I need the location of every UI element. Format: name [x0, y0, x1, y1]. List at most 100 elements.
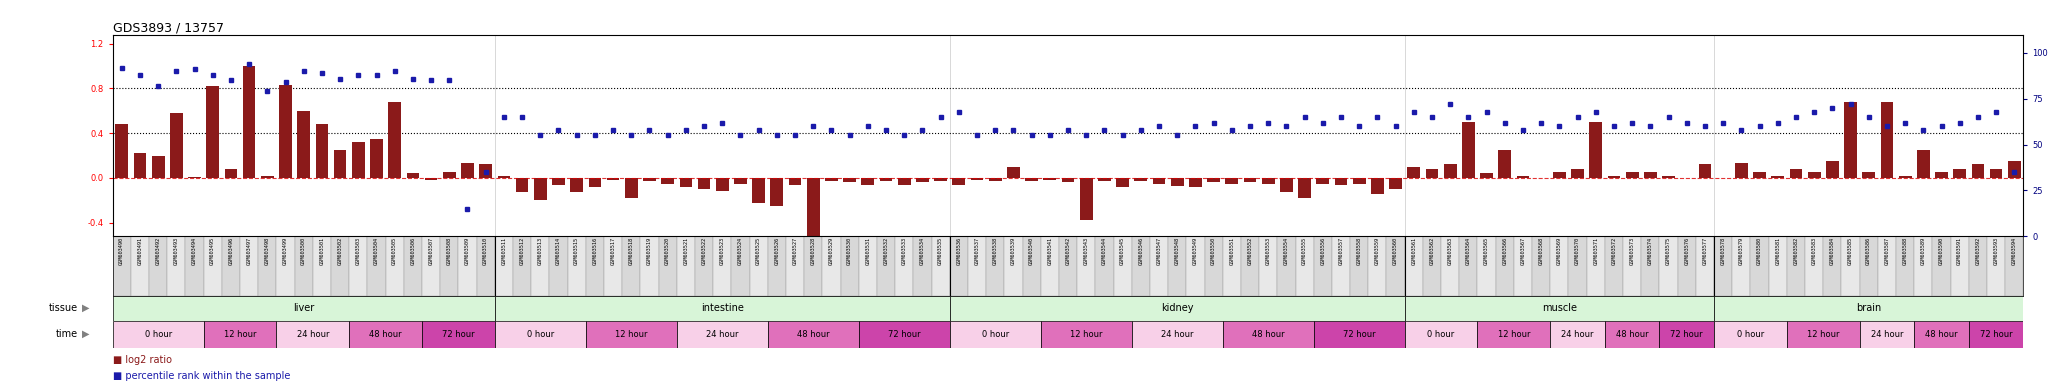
- Text: 72 hour: 72 hour: [1343, 329, 1376, 339]
- Bar: [641, 236, 659, 296]
- Text: ▶: ▶: [82, 303, 90, 313]
- Text: GSM603523: GSM603523: [719, 237, 725, 265]
- Text: GSM603543: GSM603543: [1083, 237, 1090, 265]
- Bar: [350, 321, 422, 348]
- Bar: [1059, 236, 1077, 296]
- Bar: [969, 236, 987, 296]
- Text: GSM603526: GSM603526: [774, 237, 780, 265]
- Bar: [1935, 172, 1948, 178]
- Text: GSM603561: GSM603561: [1411, 237, 1417, 265]
- Text: GSM603517: GSM603517: [610, 237, 616, 265]
- Bar: [586, 236, 604, 296]
- Bar: [352, 142, 365, 178]
- Bar: [1915, 236, 1933, 296]
- Text: GSM603508: GSM603508: [446, 237, 453, 265]
- Bar: [350, 236, 367, 296]
- Bar: [188, 177, 201, 178]
- Text: GSM603539: GSM603539: [1012, 237, 1016, 265]
- Bar: [862, 178, 874, 185]
- Text: GSM603491: GSM603491: [137, 237, 143, 265]
- Bar: [1350, 236, 1368, 296]
- Bar: [1626, 172, 1638, 178]
- Bar: [1186, 236, 1204, 296]
- Bar: [1917, 150, 1929, 178]
- Bar: [1499, 150, 1511, 178]
- Bar: [1786, 236, 1804, 296]
- Bar: [1278, 236, 1296, 296]
- Text: GSM603531: GSM603531: [866, 237, 870, 265]
- Text: GSM603529: GSM603529: [829, 237, 834, 265]
- Bar: [1841, 236, 1860, 296]
- Bar: [258, 236, 276, 296]
- Text: GSM603509: GSM603509: [465, 237, 469, 265]
- Text: GSM603586: GSM603586: [1866, 237, 1872, 265]
- Text: GSM603557: GSM603557: [1339, 237, 1343, 265]
- Bar: [461, 163, 473, 178]
- Bar: [858, 321, 950, 348]
- Bar: [1880, 102, 1892, 178]
- Bar: [1061, 178, 1075, 182]
- Bar: [932, 236, 950, 296]
- Text: GSM603582: GSM603582: [1794, 237, 1798, 265]
- Bar: [659, 236, 676, 296]
- Bar: [1149, 236, 1167, 296]
- Bar: [1481, 174, 1493, 178]
- Bar: [1827, 161, 1839, 178]
- Bar: [1425, 169, 1438, 178]
- Text: GSM603496: GSM603496: [229, 237, 233, 265]
- Bar: [1386, 236, 1405, 296]
- Bar: [1368, 236, 1386, 296]
- Text: GSM603525: GSM603525: [756, 237, 762, 265]
- Bar: [717, 178, 729, 191]
- Text: GSM603494: GSM603494: [193, 237, 197, 265]
- Bar: [1862, 172, 1876, 178]
- Bar: [1663, 176, 1675, 178]
- Text: 12 hour: 12 hour: [614, 329, 647, 339]
- Text: GSM603546: GSM603546: [1139, 237, 1143, 265]
- Bar: [170, 113, 182, 178]
- Text: GSM603532: GSM603532: [883, 237, 889, 265]
- Bar: [1241, 236, 1260, 296]
- Bar: [1860, 321, 1915, 348]
- Bar: [408, 174, 420, 178]
- Bar: [1460, 236, 1477, 296]
- Text: GSM603580: GSM603580: [1757, 237, 1761, 265]
- Text: GSM603565: GSM603565: [1485, 237, 1489, 265]
- Bar: [989, 178, 1001, 181]
- Bar: [569, 178, 584, 192]
- Bar: [1313, 321, 1405, 348]
- Bar: [535, 178, 547, 200]
- Text: GSM603559: GSM603559: [1374, 237, 1380, 265]
- Bar: [113, 321, 203, 348]
- Text: 48 hour: 48 hour: [797, 329, 829, 339]
- Bar: [1552, 172, 1567, 178]
- Text: GSM603548: GSM603548: [1176, 237, 1180, 265]
- Text: GSM603514: GSM603514: [555, 237, 561, 265]
- Bar: [1171, 178, 1184, 186]
- Bar: [1313, 236, 1331, 296]
- Text: 0 hour: 0 hour: [526, 329, 553, 339]
- Bar: [1823, 236, 1841, 296]
- Bar: [168, 236, 186, 296]
- Bar: [1280, 178, 1292, 192]
- Bar: [479, 164, 492, 178]
- Bar: [1751, 236, 1769, 296]
- Bar: [244, 66, 256, 178]
- Bar: [367, 236, 385, 296]
- Bar: [207, 86, 219, 178]
- Text: GSM603574: GSM603574: [1649, 237, 1653, 265]
- Text: GSM603573: GSM603573: [1630, 237, 1634, 265]
- Text: GSM603493: GSM603493: [174, 237, 178, 265]
- Text: GSM603503: GSM603503: [356, 237, 360, 265]
- Bar: [1571, 169, 1583, 178]
- Text: liver: liver: [293, 303, 313, 313]
- Text: 0 hour: 0 hour: [1737, 329, 1763, 339]
- Bar: [895, 236, 913, 296]
- Bar: [279, 85, 293, 178]
- Text: GSM603540: GSM603540: [1030, 237, 1034, 265]
- Bar: [1991, 169, 2003, 178]
- Bar: [698, 178, 711, 189]
- Bar: [260, 176, 274, 178]
- Text: GSM603542: GSM603542: [1065, 237, 1071, 265]
- Bar: [1407, 167, 1419, 178]
